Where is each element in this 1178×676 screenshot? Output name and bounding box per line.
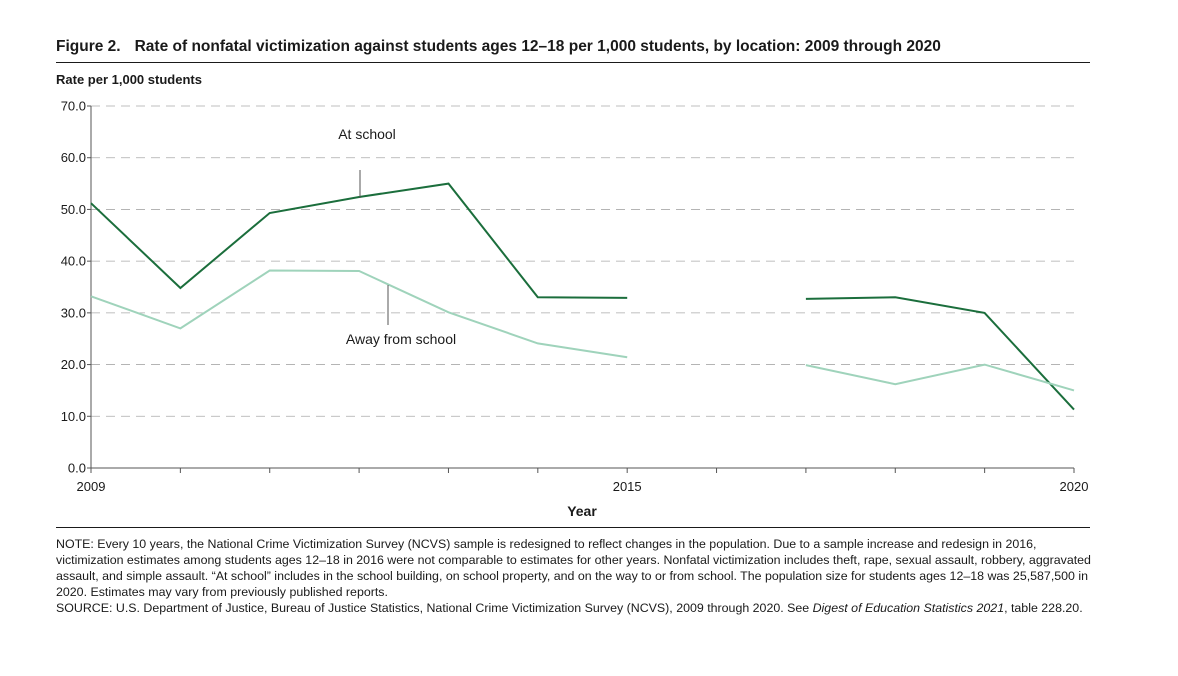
x-tick-label: 2009 [77, 479, 106, 494]
figure-title: Figure 2. Rate of nonfatal victimization … [56, 38, 941, 56]
y-tick-label: 70.0 [61, 99, 86, 114]
away-from-school-label: Away from school [346, 331, 456, 347]
top-rule [56, 62, 1090, 63]
at-school-label: At school [338, 126, 396, 142]
source-text: SOURCE: U.S. Department of Justice, Bure… [56, 600, 1096, 616]
x-axis-label: Year [567, 503, 597, 519]
series-line-away-from-school [805, 363, 1075, 392]
y-tick-labels: 0.0 10.0 20.0 30.0 40.0 50.0 60.0 70.0 [61, 99, 86, 476]
note-text: NOTE: Every 10 years, the National Crime… [56, 537, 1091, 599]
y-tick-label: 10.0 [61, 409, 86, 424]
source-prefix: SOURCE: U.S. Department of Justice, Bure… [56, 601, 813, 615]
note-block: NOTE: Every 10 years, the National Crime… [56, 536, 1096, 616]
y-tick-label: 50.0 [61, 202, 86, 217]
x-tick-label: 2015 [613, 479, 642, 494]
series-lines [90, 182, 1075, 411]
x-tick-labels: 2009 2015 2020 [77, 479, 1089, 494]
y-tick-label: 30.0 [61, 305, 86, 320]
gridlines [91, 105, 1074, 417]
y-tick-label: 40.0 [61, 254, 86, 269]
figure-number: Figure 2. [56, 38, 121, 55]
x-tick-label: 2020 [1060, 479, 1089, 494]
series-line-at-school [90, 182, 628, 299]
y-tick-label: 20.0 [61, 357, 86, 372]
y-axis-label: Rate per 1,000 students [56, 72, 202, 87]
y-tick-label: 0.0 [68, 461, 86, 476]
source-publication: Digest of Education Statistics 2021 [812, 601, 1005, 615]
axes [87, 105, 1075, 473]
y-tick-label: 60.0 [61, 150, 86, 165]
series-labels: At school Away from school [338, 126, 456, 347]
series-line-at-school [805, 296, 1075, 411]
figure-title-text: Rate of nonfatal victimization against s… [134, 38, 941, 55]
source-suffix: , table 228.20. [1004, 601, 1083, 615]
series-line-away-from-school [90, 269, 628, 359]
bottom-rule [56, 527, 1090, 528]
